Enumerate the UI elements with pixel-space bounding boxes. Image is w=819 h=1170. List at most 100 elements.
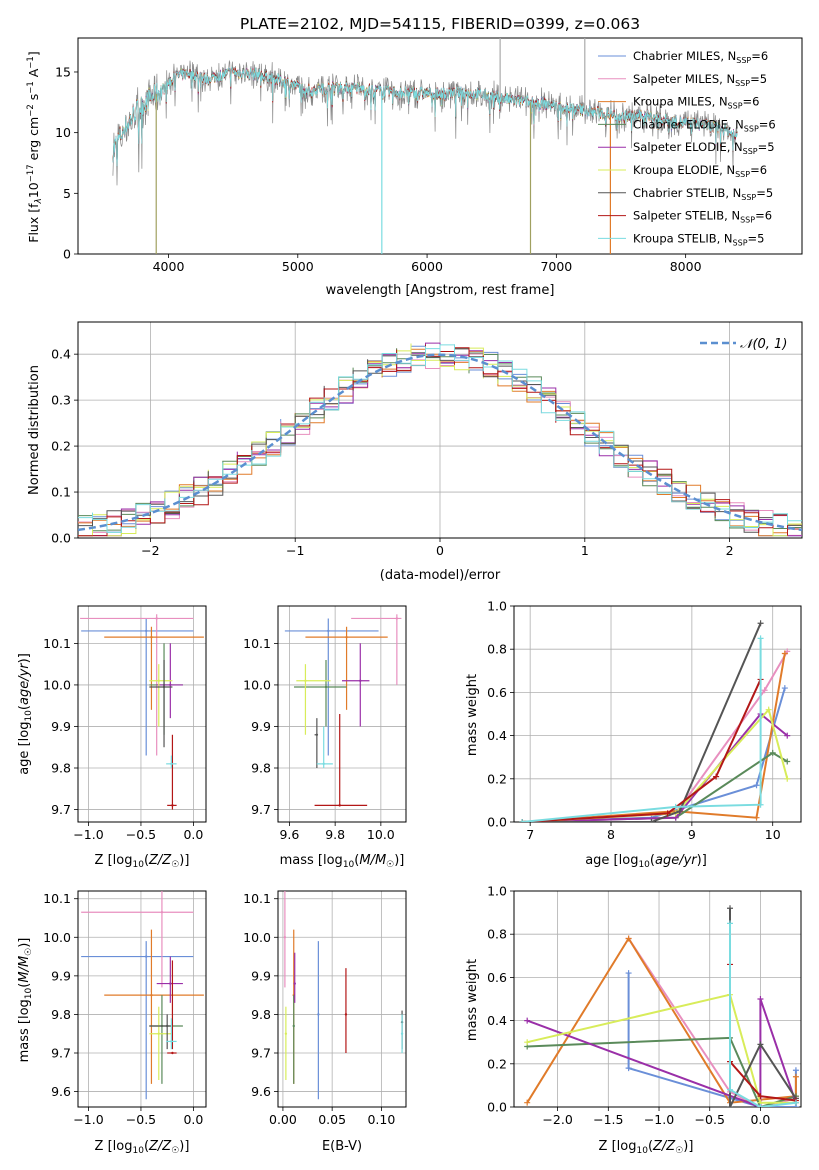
x-tick-label: 5000: [282, 259, 314, 274]
figure-title: PLATE=2102, MJD=54115, FIBERID=0399, z=0…: [240, 15, 640, 33]
weight-marker: [781, 650, 788, 657]
x-tick-label: 0.0: [183, 1112, 203, 1127]
y-tick-label: 1.0: [487, 599, 507, 614]
mass-vs-Z-axes: −1.0 −0.5 0.0 9.6 9.7 9.8 9.9 10.0 10.1: [43, 890, 207, 1127]
weight-marker: [757, 1041, 764, 1048]
weight-line: [526, 998, 797, 1107]
weight-line: [627, 937, 797, 1107]
residuals-xlabel: (data-model)/error: [380, 568, 501, 583]
legend-label: Salpeter MILES, NSSP=5: [633, 72, 767, 88]
y-tick-label: 9.7: [51, 802, 71, 817]
weight-marker: [757, 1093, 764, 1100]
weight-marker: [753, 782, 760, 789]
wAge-xlabel: age [log10(age/yr)]: [585, 853, 707, 870]
weight-marker: [757, 635, 764, 642]
weight-marker: [727, 920, 734, 927]
legend-label: Kroupa ELODIE, NSSP=6: [633, 163, 767, 179]
spectrum-axes: 4000 5000 6000 7000 8000 0 5 10 15: [55, 37, 803, 274]
legend-label: Salpeter ELODIE, NSSP=5: [633, 140, 775, 156]
weight-marker: [524, 1039, 531, 1046]
data-point: [293, 982, 296, 985]
x-tick-label: 8: [607, 827, 615, 842]
y-tick-label: 9.8: [51, 761, 71, 776]
y-tick-label: 5: [63, 186, 71, 201]
x-tick-label: −1.0: [73, 827, 103, 842]
y-tick-label: 10.1: [243, 636, 271, 651]
y-tick-label: 0.4: [51, 347, 71, 362]
weight-line: [627, 973, 797, 1107]
data-point: [169, 683, 172, 687]
weight-line: [729, 923, 797, 1107]
y-tick-label: 0.1: [51, 485, 71, 500]
data-point: [283, 936, 287, 939]
weight-marker: [757, 996, 764, 1002]
legend-label: Kroupa MILES, NSSP=6: [633, 95, 759, 111]
weight-line: [526, 993, 796, 1104]
weight-marker: [761, 687, 768, 694]
mass-vs-Z-plot-area: [81, 891, 204, 1100]
weight-marker: [757, 1104, 764, 1107]
residuals-axes: −2 −1 0 1 2 0.0 0.1 0.2 0.3 0.4: [51, 321, 803, 558]
data-point: [165, 1024, 169, 1028]
weight-line: [522, 622, 762, 822]
x-tick-label: 9.6: [279, 827, 299, 842]
x-tick-label: 9.8: [325, 827, 345, 842]
data-point: [344, 1013, 348, 1016]
legend-label: Kroupa STELIB, NSSP=5: [633, 231, 764, 247]
data-point: [395, 617, 399, 620]
data-point: [160, 911, 164, 914]
x-tick-label: −2.0: [542, 1112, 572, 1127]
y-tick-label: 0.8: [487, 642, 507, 657]
massZ-ylabel: mass [log10(M/M☉)]: [17, 938, 34, 1063]
weight-line: [527, 1036, 797, 1107]
weight-marker: [769, 749, 776, 756]
spectrum-xlabel: wavelength [Angstrom, rest frame]: [326, 283, 555, 298]
age-vs-Z-plot-area: [80, 614, 204, 810]
y-tick-label: 0.2: [487, 1056, 507, 1071]
data-point: [169, 982, 172, 985]
spectrum-panel: wavelength [Angstrom, rest frame] Flux […: [26, 51, 554, 298]
y-tick-label: 10.1: [43, 891, 71, 906]
x-tick-label: −0.5: [695, 1112, 725, 1127]
weight-marker: [625, 1065, 632, 1072]
y-tick-label: 9.9: [51, 968, 71, 983]
y-tick-label: 10.1: [243, 891, 271, 906]
massEBV-xlabel: E(B-V): [322, 1139, 362, 1154]
axes-frame: [277, 605, 407, 823]
y-tick-label: 0.0: [487, 1100, 507, 1115]
weight-vs-age-axes: 7 8 9 10 0.0 0.2 0.4 0.6 0.8 1.0: [487, 599, 802, 842]
y-tick-label: 0: [63, 247, 71, 262]
weight-line: [522, 653, 786, 822]
data-point: [400, 1032, 404, 1035]
spectrum-ylabel: Flux [fλ10−17 erg cm−2 s−1 A−1]: [26, 51, 44, 242]
data-point: [171, 804, 174, 807]
y-tick-label: 1.0: [487, 884, 507, 899]
residuals-plot-area: [78, 342, 802, 537]
residuals-panel: (data-model)/error Normed distribution: [27, 365, 501, 583]
x-tick-label: 9: [688, 827, 696, 842]
data-point: [317, 1013, 320, 1016]
weight-line: [522, 678, 762, 822]
histogram-line: [78, 343, 802, 537]
weight-marker: [625, 935, 632, 942]
legend-label: Chabrier STELIB, NSSP=5: [633, 186, 773, 202]
residuals-ylabel: Normed distribution: [27, 365, 42, 495]
model-spectrum-line: [112, 66, 738, 167]
y-tick-label: 9.8: [251, 1007, 271, 1022]
weight-marker: [519, 819, 526, 822]
x-tick-label: 0.00: [269, 1112, 297, 1127]
x-tick-label: 0.0: [750, 1112, 770, 1127]
histogram-line: [78, 344, 802, 537]
y-tick-label: 10.0: [243, 930, 271, 945]
y-tick-label: 0.0: [51, 531, 71, 546]
legend-label: 𝒩(0, 1): [740, 337, 787, 352]
x-tick-label: 4000: [153, 259, 185, 274]
x-tick-label: 8000: [670, 259, 702, 274]
y-tick-label: 9.6: [251, 1084, 271, 1099]
weight-marker: [672, 803, 679, 810]
axes-frame: [77, 37, 803, 255]
data-point: [284, 1032, 288, 1035]
weight-marker: [676, 808, 683, 815]
x-tick-label: 2: [726, 543, 734, 558]
data-point: [155, 617, 158, 620]
